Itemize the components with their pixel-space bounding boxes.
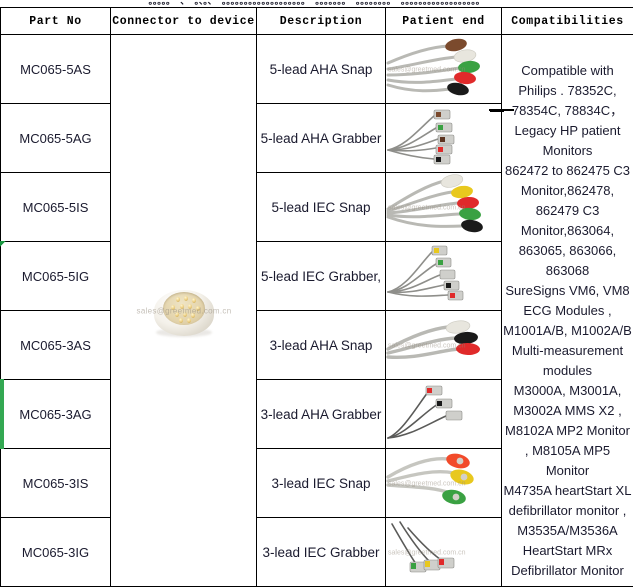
part-no-text: MC065-5IG <box>22 269 89 284</box>
table-header-row: Part No Connector to device Description … <box>1 8 633 35</box>
column-header-part-no: Part No <box>1 8 111 35</box>
part-no-cell: MC065-3IS <box>1 449 111 518</box>
round-multipin-connector-photo <box>146 280 222 342</box>
green-marker <box>0 379 4 449</box>
part-no-cell: MC065-5AG <box>1 104 111 173</box>
description-cell: 5-lead AHA Grabber <box>257 104 386 173</box>
description-text: 5-lead AHA Grabber <box>261 131 382 146</box>
leads-5-aha-snap <box>386 35 500 103</box>
part-no-cell: MC065-5AS <box>1 35 111 104</box>
patient-end-cell: sales@greetmed.com.cn <box>386 35 502 104</box>
leads-3-aha-grabber <box>386 380 500 448</box>
patient-end-cell: sales@greetmed.com.cn <box>386 518 502 587</box>
description-cell: 5-lead IEC Snap <box>257 173 386 242</box>
patient-end-cell <box>386 380 502 449</box>
part-no-cell: MC065-3AG <box>1 380 111 449</box>
patient-end-cell <box>386 104 502 173</box>
part-no-cell: MC065-5IS <box>1 173 111 242</box>
description-cell: 3-lead AHA Grabber <box>257 380 386 449</box>
clipped-text-fragment: 。。。。。 、 。、。、 。。。。。。。。。。。。。。。。。。。 。。。。。。。… <box>0 0 633 7</box>
connector-image-cell: sales@greetmed.com.cn <box>111 35 257 587</box>
patient-end-cell <box>386 242 502 311</box>
part-no-cell: MC065-5IG <box>1 242 111 311</box>
part-no-text: MC065-5AG <box>19 131 91 146</box>
green-marker <box>0 241 6 247</box>
description-text: 5-lead IEC Snap <box>271 200 370 215</box>
stray-rule-lower <box>490 110 504 112</box>
product-spec-table: Part No Connector to device Description … <box>0 7 633 587</box>
column-header-patient-end: Patient end <box>386 8 502 35</box>
description-text: 5-lead IEC Grabber, <box>261 269 381 284</box>
leads-3-aha-snap <box>386 311 500 379</box>
part-no-cell: MC065-3IG <box>1 518 111 587</box>
compatibilities-text: Compatible with Philips . 78352C, 78354C… <box>503 63 632 578</box>
part-no-text: MC065-3AS <box>20 338 91 353</box>
description-text: 3-lead AHA Grabber <box>261 407 382 422</box>
compatibilities-cell: Compatible with Philips . 78352C, 78354C… <box>502 35 633 587</box>
part-no-text: MC065-3IS <box>23 476 89 491</box>
description-cell: 5-lead AHA Snap <box>257 35 386 104</box>
description-text: 3-lead AHA Snap <box>270 338 373 353</box>
leads-3-iec-grabber <box>386 518 500 586</box>
patient-end-cell: sales@greetmed.com.cn <box>386 311 502 380</box>
leads-5-iec-grabber <box>386 242 500 310</box>
description-cell: 3-lead IEC Grabber <box>257 518 386 587</box>
part-no-text: MC065-3IG <box>22 545 89 560</box>
leads-3-iec-snap <box>386 449 500 517</box>
column-header-description: Description <box>257 8 386 35</box>
leads-5-aha-grabber <box>386 104 500 172</box>
description-cell: 3-lead AHA Snap <box>257 311 386 380</box>
description-text: 3-lead IEC Grabber <box>262 545 379 560</box>
patient-end-cell: sales@greetmed.com.cn <box>386 449 502 518</box>
column-header-compatibilities: Compatibilities <box>502 8 633 35</box>
description-text: 5-lead AHA Snap <box>270 62 373 77</box>
table-row: MC065-5AS <box>1 35 633 104</box>
description-text: 3-lead IEC Snap <box>271 476 370 491</box>
part-no-text: MC065-3AG <box>19 407 91 422</box>
column-header-connector: Connector to device <box>111 8 257 35</box>
description-cell: 3-lead IEC Snap <box>257 449 386 518</box>
part-no-cell: MC065-3AS <box>1 311 111 380</box>
leads-5-iec-snap <box>386 173 500 241</box>
part-no-text: MC065-5IS <box>23 200 89 215</box>
part-no-text: MC065-5AS <box>20 62 91 77</box>
patient-end-cell: sales@greetmed.com.cn <box>386 173 502 242</box>
description-cell: 5-lead IEC Grabber, <box>257 242 386 311</box>
